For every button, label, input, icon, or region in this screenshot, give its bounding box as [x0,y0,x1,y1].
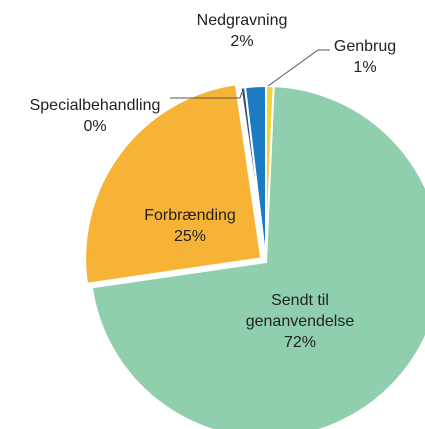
slice-label: Sendt til genanvendelse 72% [245,292,355,351]
leader-line [267,49,330,87]
slices [84,83,425,429]
leader-line [170,91,243,99]
pie-slice [243,84,267,263]
slice-label: Genbrug 1% [333,38,397,76]
pie-slice [90,85,425,429]
slice-label: Specialbehandling 0% [29,97,161,135]
slice-label: Forbrænding 25% [144,207,236,245]
slice-label: Nedgravning 2% [196,12,288,50]
pie-slice [84,83,263,285]
